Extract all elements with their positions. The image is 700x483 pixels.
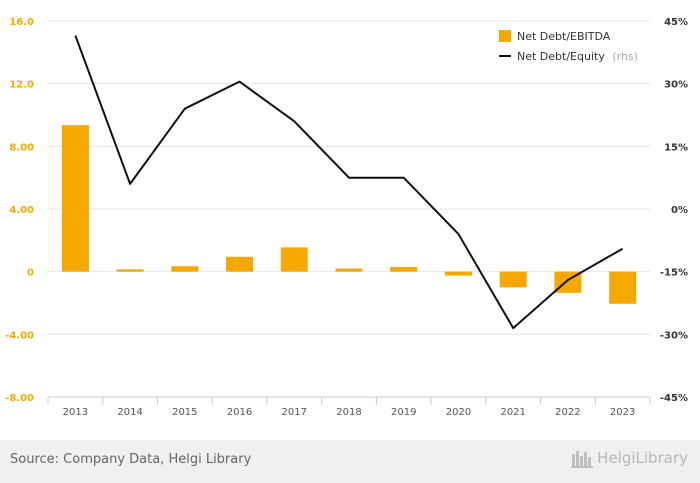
bar — [609, 271, 637, 304]
source-note: Source: Company Data, Helgi Library — [10, 452, 252, 467]
x-tick-label: 2015 — [172, 407, 197, 418]
bar — [280, 247, 308, 272]
legend-label-line-name: Net Debt/Equity — [517, 50, 605, 63]
bar — [226, 256, 254, 272]
right-tick-label: -15% — [660, 268, 688, 279]
legend-swatch-bar — [499, 30, 511, 42]
x-tick-label: 2018 — [336, 407, 361, 418]
combo-chart: 16.0 12.0 8.00 4.00 0 -4.00 -8.00 45% 30% 15% 0% -… — [5, 17, 688, 418]
right-tick-label: 30% — [664, 80, 688, 91]
right-tick-label: -30% — [660, 330, 688, 341]
line-series — [74, 35, 624, 330]
x-tick-label: 2017 — [282, 407, 307, 418]
bar — [61, 125, 89, 272]
library-icon — [571, 451, 594, 468]
x-axis: 2013 2014 2015 2016 2017 2018 2019 2020 2021 2022… — [47, 397, 651, 418]
brand-logo: HelgiLibrary — [571, 448, 688, 468]
left-tick-label: -4.00 — [5, 330, 34, 341]
left-tick-label: 4.00 — [9, 205, 34, 216]
series-line — [74, 35, 624, 330]
bar — [499, 271, 527, 288]
right-tick-label: 45% — [664, 17, 688, 28]
left-tick-label: 16.0 — [9, 17, 34, 28]
left-tick-label: 0 — [27, 268, 34, 279]
legend-label-line-suffix: (rhs) — [612, 50, 638, 63]
legend-label-bar: Net Debt/EBITDA — [517, 30, 611, 43]
right-tick-label: 15% — [664, 142, 688, 153]
x-tick-label: 2014 — [117, 407, 142, 418]
right-tick-label: -45% — [660, 393, 688, 404]
gridlines — [48, 20, 650, 398]
x-tick-label: 2016 — [227, 407, 252, 418]
bar — [390, 266, 418, 272]
legend: Net Debt/EBITDA Net Debt/Equity (rhs) — [499, 30, 638, 63]
left-tick-label: 8.00 — [9, 142, 34, 153]
brand-name: HelgiLibrary — [597, 449, 688, 467]
x-tick-label: 2023 — [610, 407, 635, 418]
right-axis: 45% 30% 15% 0% -15% -30% -45% — [660, 17, 688, 404]
bar — [335, 268, 363, 272]
footer: Source: Company Data, Helgi Library Helg… — [0, 440, 700, 483]
bar-series — [61, 125, 637, 304]
right-tick-label: 0% — [671, 205, 688, 216]
bar — [116, 269, 144, 272]
left-tick-label: 12.0 — [9, 80, 34, 91]
bar — [171, 266, 199, 272]
x-tick-label: 2021 — [500, 407, 525, 418]
x-tick-label: 2013 — [63, 407, 88, 418]
x-tick-label: 2019 — [391, 407, 416, 418]
left-axis: 16.0 12.0 8.00 4.00 0 -4.00 -8.00 — [5, 17, 34, 404]
legend-label-line: Net Debt/Equity (rhs) — [517, 50, 638, 63]
x-tick-label: 2020 — [446, 407, 471, 418]
x-tick-label: 2022 — [555, 407, 580, 418]
bar — [444, 271, 472, 276]
left-tick-label: -8.00 — [5, 393, 34, 404]
